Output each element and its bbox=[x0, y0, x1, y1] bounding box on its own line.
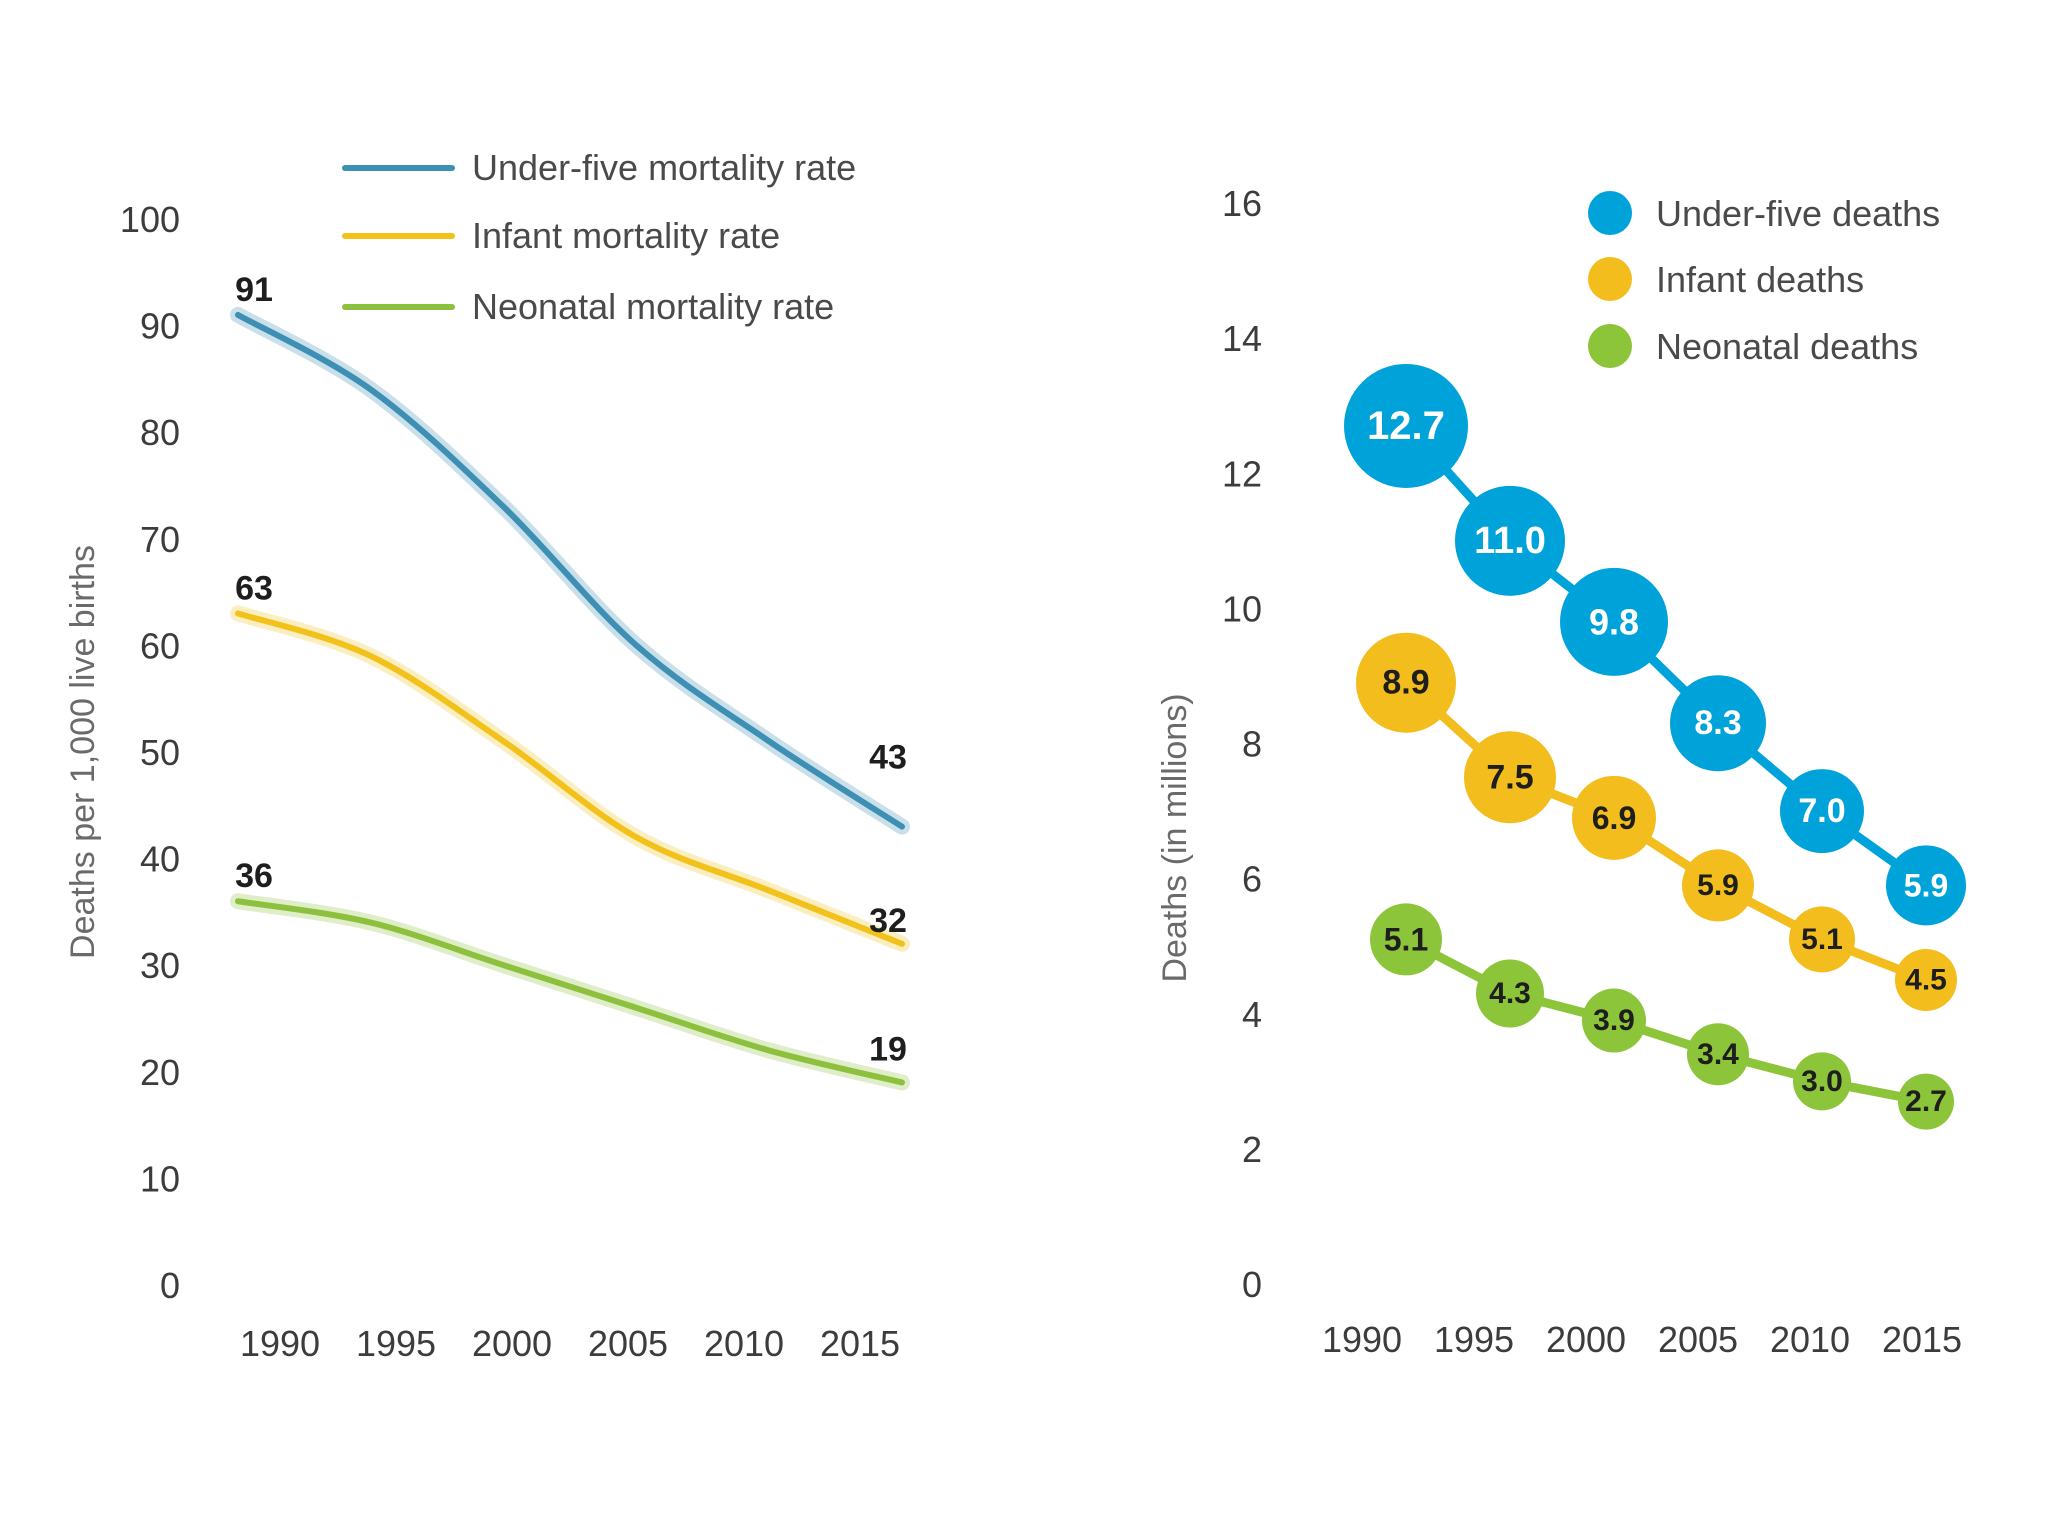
y-tick-label: 0 bbox=[1242, 1264, 1262, 1305]
legend-label: Neonatal mortality rate bbox=[472, 286, 834, 327]
bubble bbox=[1898, 1073, 1954, 1130]
x-tick-label: 2015 bbox=[820, 1323, 900, 1364]
bubble-value-label: 5.1 bbox=[1384, 921, 1428, 957]
y-axis-title: Deaths (in millions) bbox=[1156, 693, 1194, 982]
x-tick-label: 2000 bbox=[1546, 1319, 1626, 1360]
bubble-value-label: 4.3 bbox=[1489, 977, 1531, 1010]
legend-label: Under-five mortality rate bbox=[472, 147, 856, 188]
x-tick-label: 1990 bbox=[240, 1323, 320, 1364]
bubble bbox=[1560, 567, 1668, 676]
series-band-0 bbox=[230, 306, 910, 835]
y-tick-label: 8 bbox=[1242, 724, 1262, 765]
y-tick-label: 14 bbox=[1222, 318, 1262, 359]
x-tick-label: 2010 bbox=[1770, 1319, 1850, 1360]
y-tick-label: 10 bbox=[1222, 588, 1262, 629]
x-tick-label: 1990 bbox=[1322, 1319, 1402, 1360]
bubble bbox=[1572, 775, 1656, 860]
bubble-value-label: 3.9 bbox=[1593, 1004, 1635, 1037]
y-tick-label: 12 bbox=[1222, 453, 1262, 494]
x-tick-label: 2005 bbox=[588, 1323, 668, 1364]
legend-swatch bbox=[1588, 191, 1632, 235]
bubble-value-label: 7.0 bbox=[1798, 792, 1845, 830]
bubble-value-label: 3.4 bbox=[1697, 1038, 1739, 1071]
bubble bbox=[1687, 1023, 1749, 1086]
y-tick-label: 4 bbox=[1242, 994, 1262, 1035]
x-tick-label: 2010 bbox=[704, 1323, 784, 1364]
y-tick-label: 100 bbox=[120, 199, 180, 240]
bubble bbox=[1682, 849, 1754, 922]
bubble-value-label: 8.3 bbox=[1694, 704, 1741, 742]
bubble bbox=[1464, 731, 1556, 824]
start-value-label: 63 bbox=[235, 569, 273, 607]
bubble bbox=[1476, 959, 1544, 1028]
legend-label: Under-five deaths bbox=[1656, 193, 1940, 234]
legend-label: Infant deaths bbox=[1656, 259, 1864, 300]
y-tick-label: 20 bbox=[140, 1052, 180, 1093]
legend-label: Neonatal deaths bbox=[1656, 326, 1918, 367]
bubble bbox=[1582, 988, 1646, 1053]
y-tick-label: 16 bbox=[1222, 183, 1262, 224]
start-value-label: 91 bbox=[235, 271, 273, 309]
bubble bbox=[1670, 675, 1766, 772]
y-tick-label: 30 bbox=[140, 945, 180, 986]
y-tick-label: 90 bbox=[140, 306, 180, 347]
y-tick-label: 0 bbox=[160, 1265, 180, 1306]
x-tick-label: 2015 bbox=[1882, 1319, 1962, 1360]
x-tick-label: 1995 bbox=[356, 1323, 436, 1364]
x-tick-label: 2000 bbox=[472, 1323, 552, 1364]
right-chart-deaths: 0 2 4 6 8 10 12 14 16 1990 1995 2000 2005 2010 2015 Dea… bbox=[1156, 183, 1966, 1360]
x-tick-label: 1995 bbox=[1434, 1319, 1514, 1360]
legend-label: Infant mortality rate bbox=[472, 215, 780, 256]
bubble-value-label: 2.7 bbox=[1905, 1085, 1947, 1118]
y-tick-label: 80 bbox=[140, 412, 180, 453]
bubble-value-label: 6.9 bbox=[1592, 800, 1636, 836]
series-line-0 bbox=[235, 311, 905, 830]
y-tick-label: 10 bbox=[140, 1158, 180, 1199]
bubble-value-label: 5.1 bbox=[1801, 923, 1843, 956]
end-value-label: 43 bbox=[869, 739, 907, 777]
y-tick-label: 40 bbox=[140, 839, 180, 880]
bubble-value-label: 5.9 bbox=[1697, 869, 1739, 902]
bubble-value-label: 8.9 bbox=[1382, 664, 1429, 702]
bubble-value-label: 3.0 bbox=[1801, 1065, 1843, 1098]
y-tick-label: 60 bbox=[140, 625, 180, 666]
end-value-label: 19 bbox=[869, 1030, 907, 1068]
series-band-1 bbox=[230, 605, 910, 952]
left-chart-mortality-rates: 0 10 20 30 40 50 60 70 80 90 100 1990 1995 2000 2005 20… bbox=[64, 147, 910, 1364]
bubble bbox=[1455, 485, 1565, 596]
bubble bbox=[1356, 632, 1456, 733]
series-line-1 bbox=[235, 610, 905, 947]
bubble-value-label: 5.9 bbox=[1904, 867, 1948, 903]
series-band-2 bbox=[230, 893, 910, 1091]
bubble-value-label: 4.5 bbox=[1905, 963, 1947, 996]
y-axis-title: Deaths per 1,000 live births bbox=[64, 545, 102, 959]
bubble bbox=[1793, 1052, 1851, 1111]
bubble-value-label: 11.0 bbox=[1474, 520, 1546, 562]
bubble-value-label: 7.5 bbox=[1486, 758, 1533, 796]
bubble bbox=[1344, 363, 1468, 488]
bubble bbox=[1789, 906, 1855, 973]
bubble bbox=[1370, 903, 1442, 976]
y-tick-label: 6 bbox=[1242, 859, 1262, 900]
bubble bbox=[1780, 769, 1864, 854]
y-tick-label: 50 bbox=[140, 732, 180, 773]
end-value-label: 32 bbox=[869, 902, 907, 940]
y-tick-label: 2 bbox=[1242, 1129, 1262, 1170]
bubble bbox=[1886, 845, 1966, 926]
y-tick-label: 70 bbox=[140, 519, 180, 560]
legend-swatch bbox=[1588, 257, 1632, 301]
legend-swatch bbox=[1588, 324, 1632, 368]
bubble bbox=[1895, 948, 1957, 1011]
bubble-value-label: 12.7 bbox=[1367, 404, 1445, 448]
x-tick-label: 2005 bbox=[1658, 1319, 1738, 1360]
bubble-value-label: 9.8 bbox=[1589, 601, 1639, 642]
series-line-2 bbox=[235, 898, 905, 1086]
start-value-label: 36 bbox=[235, 857, 273, 895]
